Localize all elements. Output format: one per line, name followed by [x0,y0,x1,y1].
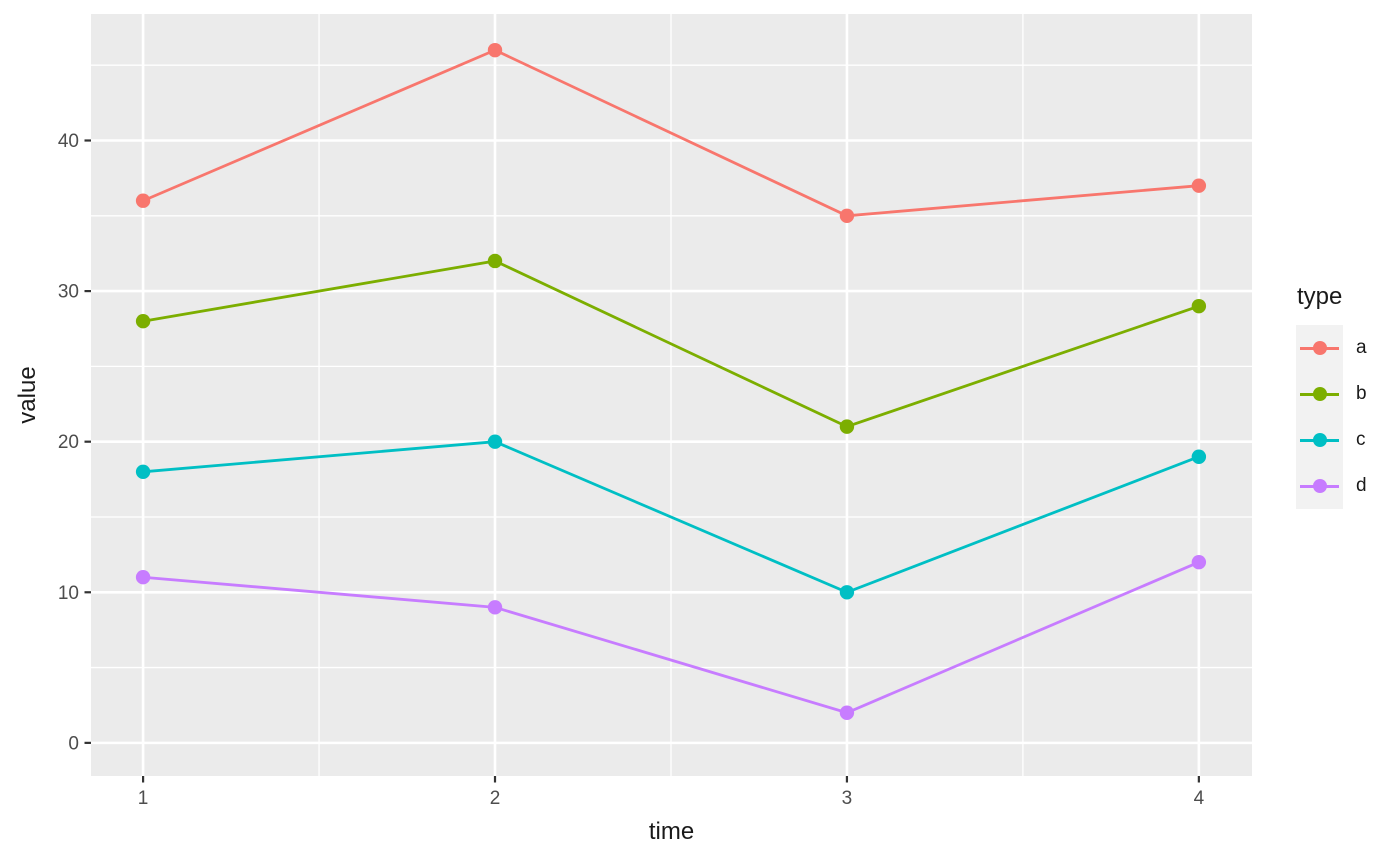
x-tick-label: 4 [1194,788,1205,809]
y-axis-title: value [14,366,41,424]
legend-key-dot-icon [1312,479,1327,493]
legend-key-b [1296,371,1343,417]
data-point-b-4 [1191,298,1207,314]
legend-label: c [1356,429,1366,450]
x-tick-label: 2 [490,788,501,809]
x-axis-title: time [648,818,695,845]
y-tick-label: 20 [58,432,79,453]
y-tick-label: 0 [68,733,79,754]
legend-key-dot-icon [1312,341,1327,355]
legend-label: b [1356,383,1367,404]
data-point-a-3 [839,208,855,223]
legend: type a b c d [1296,283,1367,509]
x-tick-label: 1 [138,788,149,809]
data-point-d-4 [1191,554,1207,570]
data-point-c-1 [135,464,151,480]
data-point-b-1 [135,314,151,329]
legend-key-c [1296,417,1343,463]
data-point-d-1 [135,570,151,585]
data-point-c-3 [839,585,855,600]
legend-item-a: a [1296,325,1367,371]
data-point-b-3 [839,419,855,434]
data-point-d-2 [487,600,503,615]
legend-keys: a b c d [1296,325,1367,509]
legend-key-dot-icon [1312,387,1327,401]
series-line-b [142,259,1200,429]
legend-item-b: b [1296,371,1367,417]
legend-label: d [1356,475,1367,496]
legend-key-d [1296,463,1343,509]
x-tick-label: 3 [842,788,853,809]
data-point-b-2 [487,253,503,269]
data-point-a-1 [135,193,151,208]
legend-key-dot-icon [1312,433,1327,447]
y-tick-label: 10 [58,583,79,604]
series-line-d [142,560,1200,715]
y-tick-label: 30 [58,282,79,303]
legend-key-a [1296,325,1343,371]
data-point-a-2 [487,42,503,58]
legend-label: a [1356,337,1367,358]
data-point-d-3 [839,705,855,720]
series-line-c [142,440,1200,594]
data-point-c-4 [1191,449,1207,464]
data-point-c-2 [487,434,503,449]
legend-item-c: c [1296,417,1367,463]
data-point-a-4 [1191,178,1207,193]
series-line-a [142,48,1199,218]
legend-item-d: d [1296,463,1367,509]
y-tick-label: 40 [58,131,79,152]
legend-title: type [1297,283,1343,310]
